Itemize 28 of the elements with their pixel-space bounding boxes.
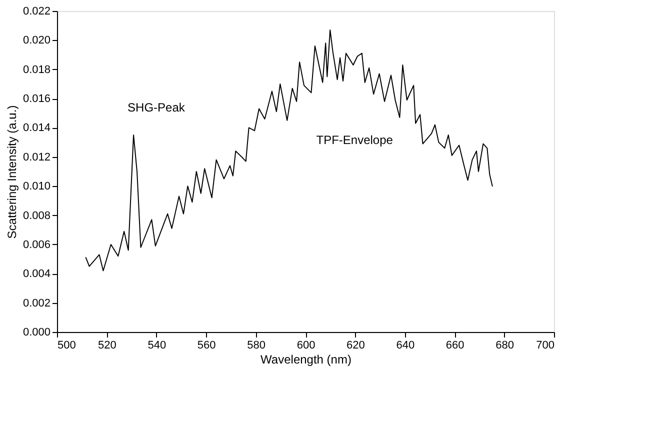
- y-tick-label: 0.004: [22, 268, 50, 280]
- y-tick-label: 0.018: [22, 64, 50, 76]
- x-tick-label: 600: [296, 340, 316, 352]
- y-axis-title: Scattering Intensity (a.u.): [4, 105, 19, 239]
- x-tick-label: 640: [396, 340, 415, 352]
- x-axis-title: Wavelength (nm): [260, 352, 352, 366]
- x-tick-label: 680: [496, 340, 514, 352]
- line-series: [85, 29, 493, 272]
- annotation: SHG-Peak: [128, 100, 186, 115]
- y-tick-label: 0.006: [22, 238, 50, 251]
- x-tick-label: 540: [148, 340, 166, 352]
- y-tick-label: 0.002: [22, 297, 50, 310]
- x-tick-label: 520: [98, 340, 116, 352]
- x-tick-label: 620: [346, 340, 365, 352]
- y-tick-label: 0.008: [22, 210, 50, 222]
- x-tick-label: 560: [197, 340, 216, 352]
- x-tick-label: 700: [536, 340, 554, 352]
- y-tick-label: 0.016: [22, 93, 50, 106]
- annotation: TPF-Envelope: [316, 132, 394, 147]
- y-tick-label: 0.014: [22, 122, 50, 134]
- x-tick-label: 500: [58, 340, 76, 352]
- x-tick-label: 580: [247, 340, 266, 352]
- y-tick-label: 0.010: [22, 180, 50, 193]
- y-tick-label: 0.000: [22, 326, 50, 338]
- y-tick-label: 0.020: [22, 34, 50, 47]
- y-tick-label: 0.012: [22, 151, 50, 164]
- y-tick-label: 0.022: [22, 6, 50, 18]
- x-tick-label: 660: [446, 340, 464, 352]
